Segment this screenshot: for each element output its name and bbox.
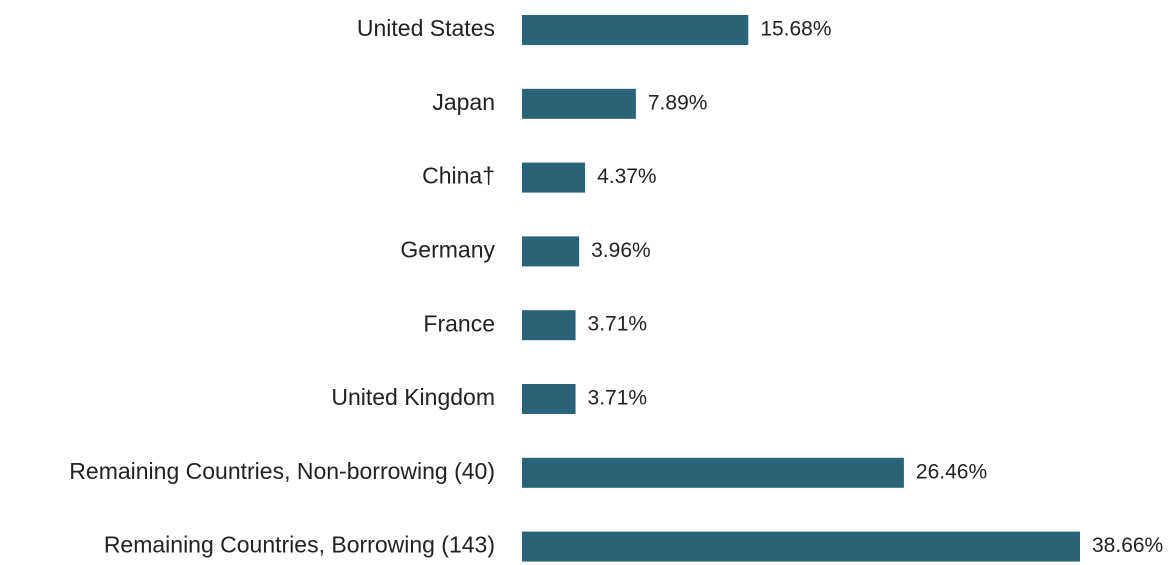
bar — [522, 88, 636, 119]
category-label: United Kingdom — [331, 384, 495, 410]
value-label: 7.89% — [648, 91, 708, 114]
value-label: 15.68% — [760, 18, 831, 41]
category-label: France — [423, 310, 495, 336]
category-label: Japan — [432, 89, 495, 115]
bar — [522, 15, 749, 45]
value-label: 4.37% — [597, 165, 657, 188]
category-label: Remaining Countries, Non-borrowing (40) — [69, 458, 495, 484]
category-label: United States — [357, 15, 495, 41]
bar — [522, 531, 1080, 562]
bar — [522, 162, 586, 193]
bar — [522, 384, 576, 414]
value-label: 26.46% — [916, 460, 987, 483]
value-label: 3.96% — [591, 239, 651, 262]
category-label: Germany — [400, 236, 495, 262]
value-label: 3.71% — [588, 387, 648, 410]
value-label: 38.66% — [1092, 534, 1163, 557]
category-label: China† — [422, 163, 495, 189]
category-label: Remaining Countries, Borrowing (143) — [104, 532, 495, 558]
bar — [522, 236, 580, 267]
bar — [522, 457, 904, 488]
bar — [522, 310, 576, 341]
value-label: 3.71% — [588, 313, 648, 336]
